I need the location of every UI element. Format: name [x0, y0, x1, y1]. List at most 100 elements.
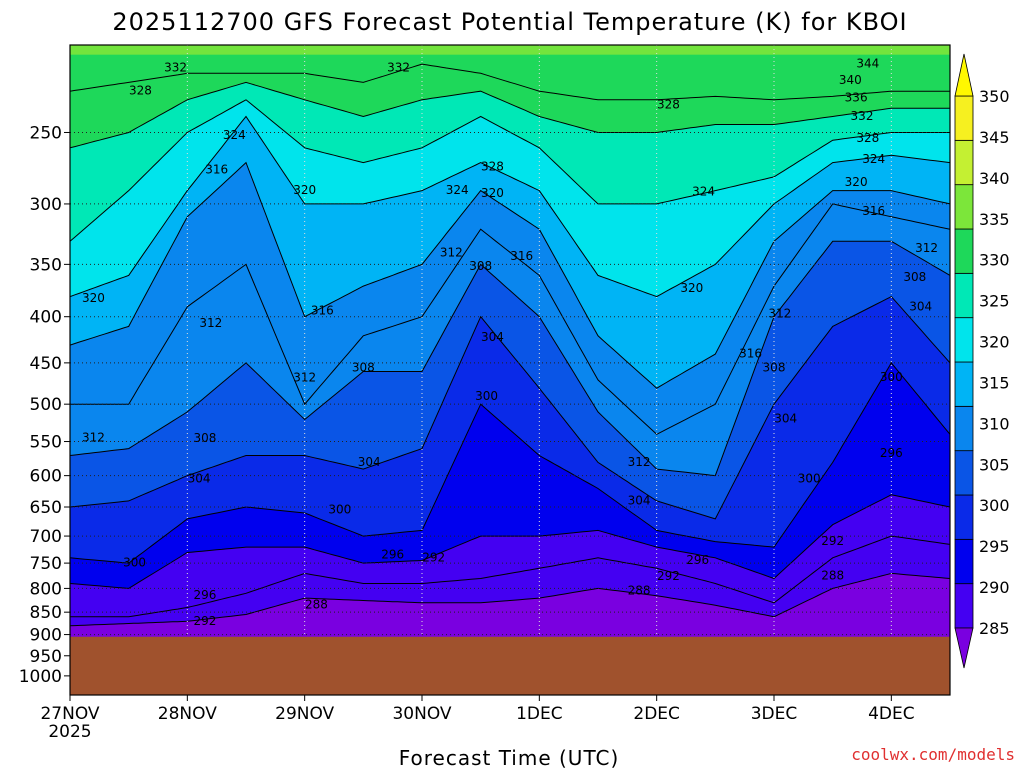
y-tick-label: 600 — [30, 467, 62, 487]
contour-label: 308 — [352, 361, 375, 375]
colorbar-segment — [954, 583, 974, 629]
colorbar-label: 320 — [979, 333, 1010, 352]
contour-label: 312 — [768, 306, 791, 320]
contour-label: 332 — [164, 60, 187, 74]
colorbar-label: 295 — [979, 537, 1010, 556]
colorbar-segment — [954, 405, 974, 452]
colorbar-segment — [954, 494, 974, 540]
y-tick-label: 350 — [30, 255, 62, 275]
x-tick-label: 27NOV — [40, 704, 99, 724]
plot-frame — [69, 44, 951, 696]
colorbar-label: 305 — [979, 455, 1010, 474]
colorbar-label: 325 — [979, 292, 1010, 311]
colorbar-label: 330 — [979, 251, 1010, 270]
contour-label: 316 — [510, 249, 533, 263]
contour-label: 304 — [188, 471, 211, 485]
contour-label: 320 — [845, 175, 868, 189]
contour-label: 324 — [223, 128, 246, 142]
colorbar-segment — [954, 139, 974, 186]
colorbar-label: 315 — [979, 373, 1010, 392]
y-tick-label: 650 — [30, 498, 62, 518]
contour-label: 324 — [446, 183, 469, 197]
colorbar-segment — [954, 228, 974, 274]
colorbar-segment — [954, 361, 974, 407]
colorbar-segment — [954, 272, 974, 319]
contour-label: 332 — [851, 109, 874, 123]
x-tick-label: 3DEC — [751, 704, 798, 724]
contour-label: 296 — [686, 553, 709, 567]
x-tick-label: 28NOV — [158, 704, 217, 724]
band-fill-top — [70, 45, 950, 55]
contour-label: 328 — [481, 159, 504, 173]
colorbar-label: 310 — [979, 414, 1010, 433]
colorbar-segment — [954, 450, 974, 496]
contour-label: 292 — [193, 614, 216, 628]
y-tick-label: 850 — [30, 603, 62, 623]
contour-label: 300 — [798, 471, 821, 485]
x-tick-label: 29NOV — [275, 704, 334, 724]
contour-label: 316 — [205, 162, 228, 176]
contour-label: 312 — [293, 371, 316, 385]
y-axis: 250 300 350 400 450 500 550 600 650 700 750 800 850 9… — [19, 123, 70, 687]
contour-label: 308 — [903, 270, 926, 284]
isentrope-316 — [70, 161, 950, 389]
colorbar-label: 345 — [979, 128, 1010, 147]
contour-label: 328 — [657, 97, 680, 111]
colorbar-label: 285 — [979, 619, 1010, 638]
contour-label: 340 — [839, 73, 862, 87]
isentrope-320 — [70, 115, 950, 298]
x-axis-title: Forecast Time (UTC) — [399, 746, 620, 768]
contour-label: 300 — [475, 389, 498, 403]
contour-label: 308 — [763, 361, 786, 375]
y-tick-label: 450 — [30, 354, 62, 374]
contour-label: 304 — [358, 455, 381, 469]
contour-label: 300 — [880, 370, 903, 384]
y-tick-label: 900 — [30, 626, 62, 646]
contour-labels: 332 328 324 316 320 332 328 324 320 328 324 312 308 3… — [82, 57, 938, 628]
colorbar-label: 300 — [979, 496, 1010, 515]
contour-label: 312 — [628, 455, 651, 469]
contour-label: 300 — [123, 556, 146, 570]
ground-surface — [70, 636, 950, 695]
contour-label: 312 — [915, 241, 938, 255]
contour-label: 304 — [774, 411, 797, 425]
isentrope-328 — [70, 81, 950, 149]
contour-label: 296 — [880, 446, 903, 460]
y-tick-label: 300 — [30, 195, 62, 215]
contour-label: 328 — [129, 84, 152, 98]
contour-label: 320 — [481, 186, 504, 200]
isentrope-300 — [70, 362, 950, 564]
isentrope-288 — [70, 572, 950, 627]
x-axis: 27NOV 28NOV 29NOV 30NOV 1DEC 2DEC 3DEC 4DEC — [40, 695, 915, 724]
chart-title: 2025112700 GFS Forecast Potential Temper… — [112, 8, 907, 36]
x-tick-label: 4DEC — [868, 704, 915, 724]
colorbar-segment — [954, 538, 974, 585]
isentrope-292 — [70, 535, 950, 618]
contour-label: 300 — [328, 503, 351, 517]
colorbar-segment — [954, 184, 974, 230]
contour-label: 292 — [422, 550, 445, 564]
colorbar-label: 335 — [979, 210, 1010, 229]
contour-label: 296 — [193, 588, 216, 602]
y-tick-label: 400 — [30, 308, 62, 328]
contour-label: 308 — [469, 259, 492, 273]
colorbar: 285 290 295 300 305 310 315 320 325 330 335 340 345 3… — [954, 53, 1010, 669]
x-year-label: 2025 — [48, 722, 91, 742]
plot-area: 332 328 324 316 320 332 328 324 320 328 324 312 308 3… — [70, 45, 950, 695]
contour-label: 320 — [293, 183, 316, 197]
contour-label: 296 — [381, 548, 404, 562]
x-tick-label: 30NOV — [392, 704, 451, 724]
x-tick-label: 1DEC — [516, 704, 563, 724]
colorbar-label: 290 — [979, 578, 1010, 597]
contour-label: 324 — [862, 152, 885, 166]
colorbar-label: 350 — [979, 87, 1010, 106]
contour-label: 312 — [199, 316, 222, 330]
colorbar-min-arrow — [954, 627, 974, 669]
isentrope-312 — [70, 203, 950, 435]
contour-label: 308 — [193, 431, 216, 445]
isentrope-332 — [70, 63, 950, 101]
contour-label: 304 — [909, 299, 932, 313]
contour-label: 344 — [856, 57, 879, 71]
contour-label: 320 — [680, 281, 703, 295]
